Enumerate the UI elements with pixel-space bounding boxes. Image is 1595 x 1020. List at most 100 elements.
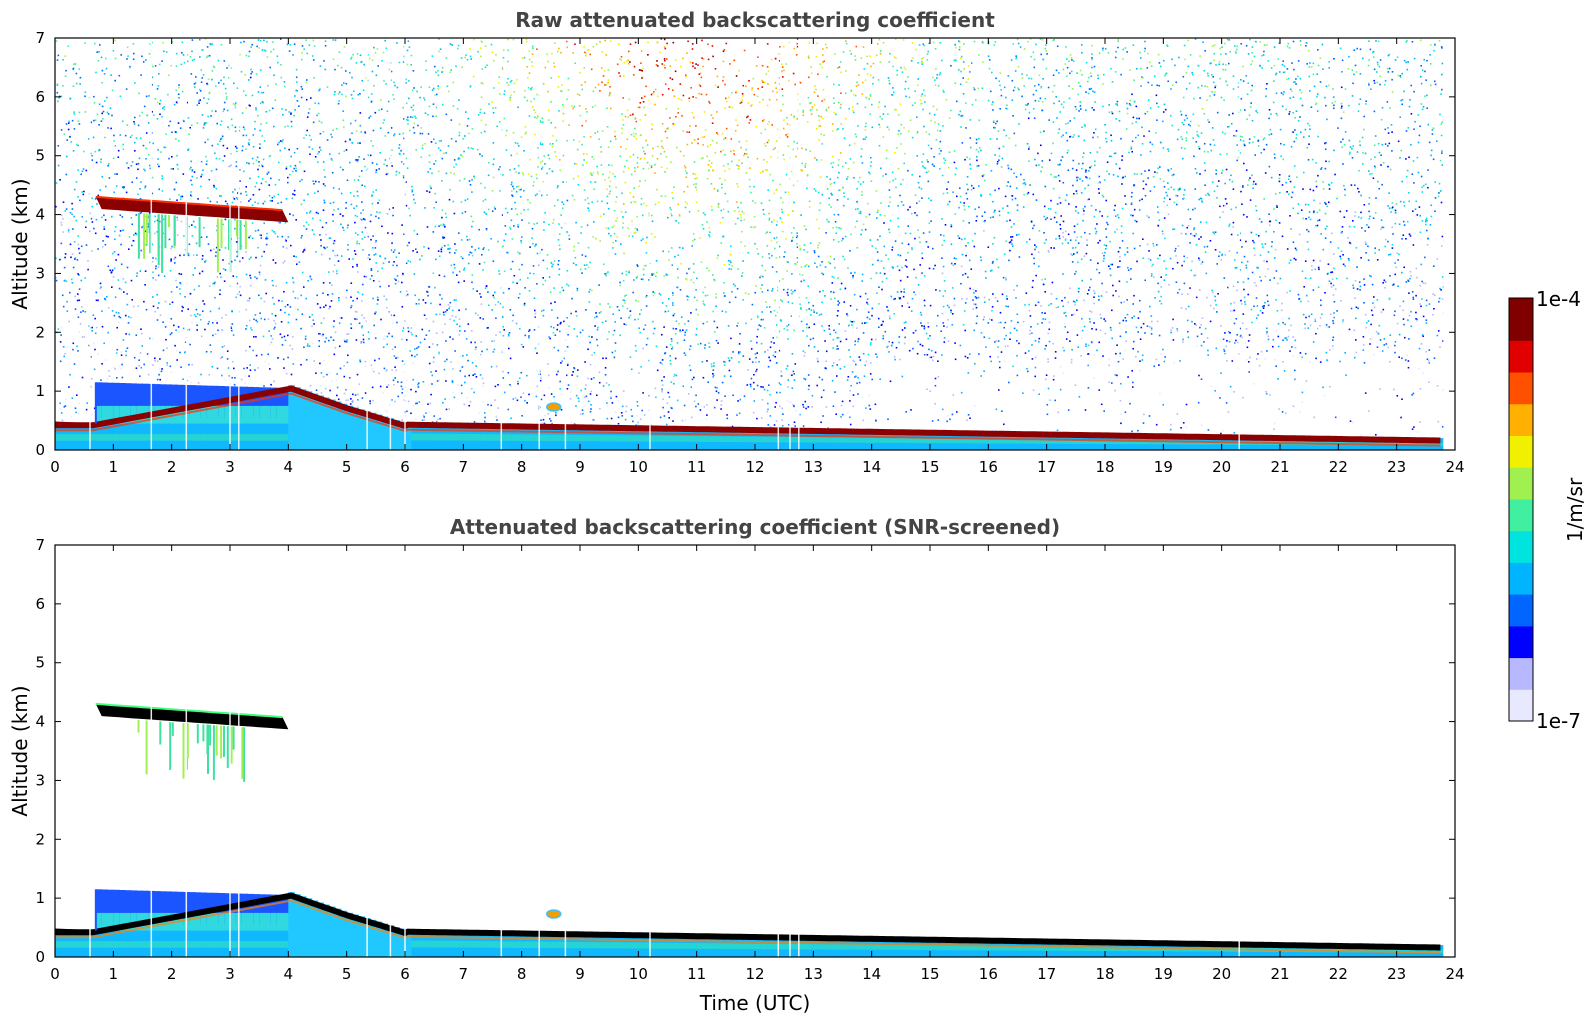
noise-cell bbox=[1052, 342, 1054, 345]
noise-cell bbox=[682, 57, 684, 60]
noise-cell bbox=[1388, 67, 1391, 70]
noise-cell bbox=[482, 248, 484, 250]
noise-cell bbox=[210, 170, 213, 172]
noise-cell bbox=[381, 225, 383, 228]
noise-cell bbox=[1126, 281, 1128, 283]
noise-cell bbox=[716, 387, 718, 389]
noise-cell bbox=[1321, 43, 1324, 46]
noise-cell bbox=[1394, 273, 1396, 276]
noise-cell bbox=[792, 148, 795, 151]
noise-cell bbox=[1319, 260, 1321, 262]
noise-cell bbox=[869, 408, 872, 410]
noise-cell bbox=[67, 45, 70, 48]
noise-cell bbox=[861, 396, 864, 399]
noise-cell bbox=[679, 83, 682, 85]
noise-cell bbox=[885, 149, 888, 152]
noise-cell bbox=[580, 84, 583, 86]
noise-cell bbox=[1260, 279, 1262, 282]
noise-cell bbox=[172, 168, 174, 170]
noise-cell bbox=[386, 110, 389, 112]
noise-cell bbox=[232, 360, 234, 363]
noise-cell bbox=[590, 390, 593, 393]
noise-cell bbox=[753, 388, 755, 390]
noise-cell bbox=[394, 366, 396, 368]
noise-cell bbox=[432, 103, 435, 105]
noise-cell bbox=[1007, 211, 1009, 214]
noise-cell bbox=[774, 81, 777, 84]
noise-cell bbox=[375, 189, 377, 191]
noise-cell bbox=[1028, 111, 1031, 114]
noise-cell bbox=[254, 230, 257, 232]
noise-cell bbox=[583, 159, 585, 161]
noise-cell bbox=[429, 402, 432, 405]
noise-cell bbox=[628, 50, 630, 53]
noise-cell bbox=[736, 325, 738, 327]
noise-cell bbox=[555, 155, 557, 158]
noise-cell bbox=[493, 348, 496, 351]
noise-cell bbox=[64, 256, 66, 259]
noise-cell bbox=[1148, 250, 1150, 252]
noise-cell bbox=[283, 335, 286, 338]
noise-cell bbox=[1173, 362, 1175, 364]
noise-cell bbox=[773, 219, 775, 221]
noise-cell bbox=[271, 296, 274, 299]
noise-cell bbox=[312, 319, 315, 321]
noise-cell bbox=[983, 336, 986, 338]
noise-cell bbox=[301, 178, 303, 181]
noise-cell bbox=[815, 190, 817, 192]
noise-cell bbox=[365, 77, 368, 79]
noise-cell bbox=[685, 278, 687, 280]
noise-cell bbox=[725, 42, 728, 45]
noise-cell bbox=[1109, 240, 1111, 243]
noise-cell bbox=[697, 64, 699, 66]
noise-cell bbox=[619, 155, 622, 158]
noise-cell bbox=[1166, 194, 1169, 197]
noise-cell bbox=[170, 258, 172, 260]
noise-cell bbox=[534, 116, 536, 119]
noise-cell bbox=[1273, 231, 1275, 233]
noise-cell bbox=[218, 249, 221, 251]
noise-cell bbox=[129, 65, 131, 68]
noise-cell bbox=[1193, 155, 1195, 158]
noise-cell bbox=[684, 201, 687, 203]
noise-cell bbox=[577, 183, 580, 186]
noise-cell bbox=[1034, 158, 1036, 161]
noise-cell bbox=[911, 42, 914, 44]
noise-cell bbox=[1332, 253, 1335, 255]
noise-cell bbox=[187, 254, 190, 257]
noise-cell bbox=[1306, 228, 1308, 231]
noise-cell bbox=[465, 54, 467, 56]
noise-cell bbox=[731, 425, 734, 428]
noise-cell bbox=[343, 46, 346, 48]
noise-cell bbox=[1203, 246, 1206, 248]
noise-cell bbox=[1333, 107, 1335, 110]
noise-cell bbox=[724, 192, 727, 195]
noise-cell bbox=[1374, 135, 1377, 137]
noise-cell bbox=[450, 171, 452, 174]
noise-cell bbox=[512, 398, 515, 400]
noise-cell bbox=[932, 359, 934, 362]
noise-cell bbox=[829, 255, 832, 258]
noise-cell bbox=[963, 208, 966, 211]
noise-cell bbox=[937, 376, 940, 378]
noise-cell bbox=[1405, 281, 1408, 283]
noise-cell bbox=[263, 200, 266, 203]
noise-cell bbox=[319, 88, 321, 91]
noise-cell bbox=[330, 336, 332, 339]
noise-cell bbox=[827, 106, 830, 109]
noise-cell bbox=[893, 355, 896, 358]
noise-cell bbox=[652, 291, 654, 293]
noise-cell bbox=[907, 243, 910, 246]
noise-cell bbox=[838, 84, 840, 86]
noise-cell bbox=[853, 111, 855, 114]
noise-cell bbox=[619, 281, 621, 284]
noise-cell bbox=[479, 153, 481, 155]
noise-cell bbox=[466, 125, 469, 127]
noise-cell bbox=[381, 267, 383, 270]
noise-cell bbox=[984, 179, 986, 182]
noise-cell bbox=[434, 225, 437, 228]
noise-cell bbox=[1365, 252, 1367, 254]
noise-cell bbox=[711, 122, 714, 124]
noise-cell bbox=[575, 163, 578, 165]
noise-cell bbox=[1187, 208, 1190, 211]
